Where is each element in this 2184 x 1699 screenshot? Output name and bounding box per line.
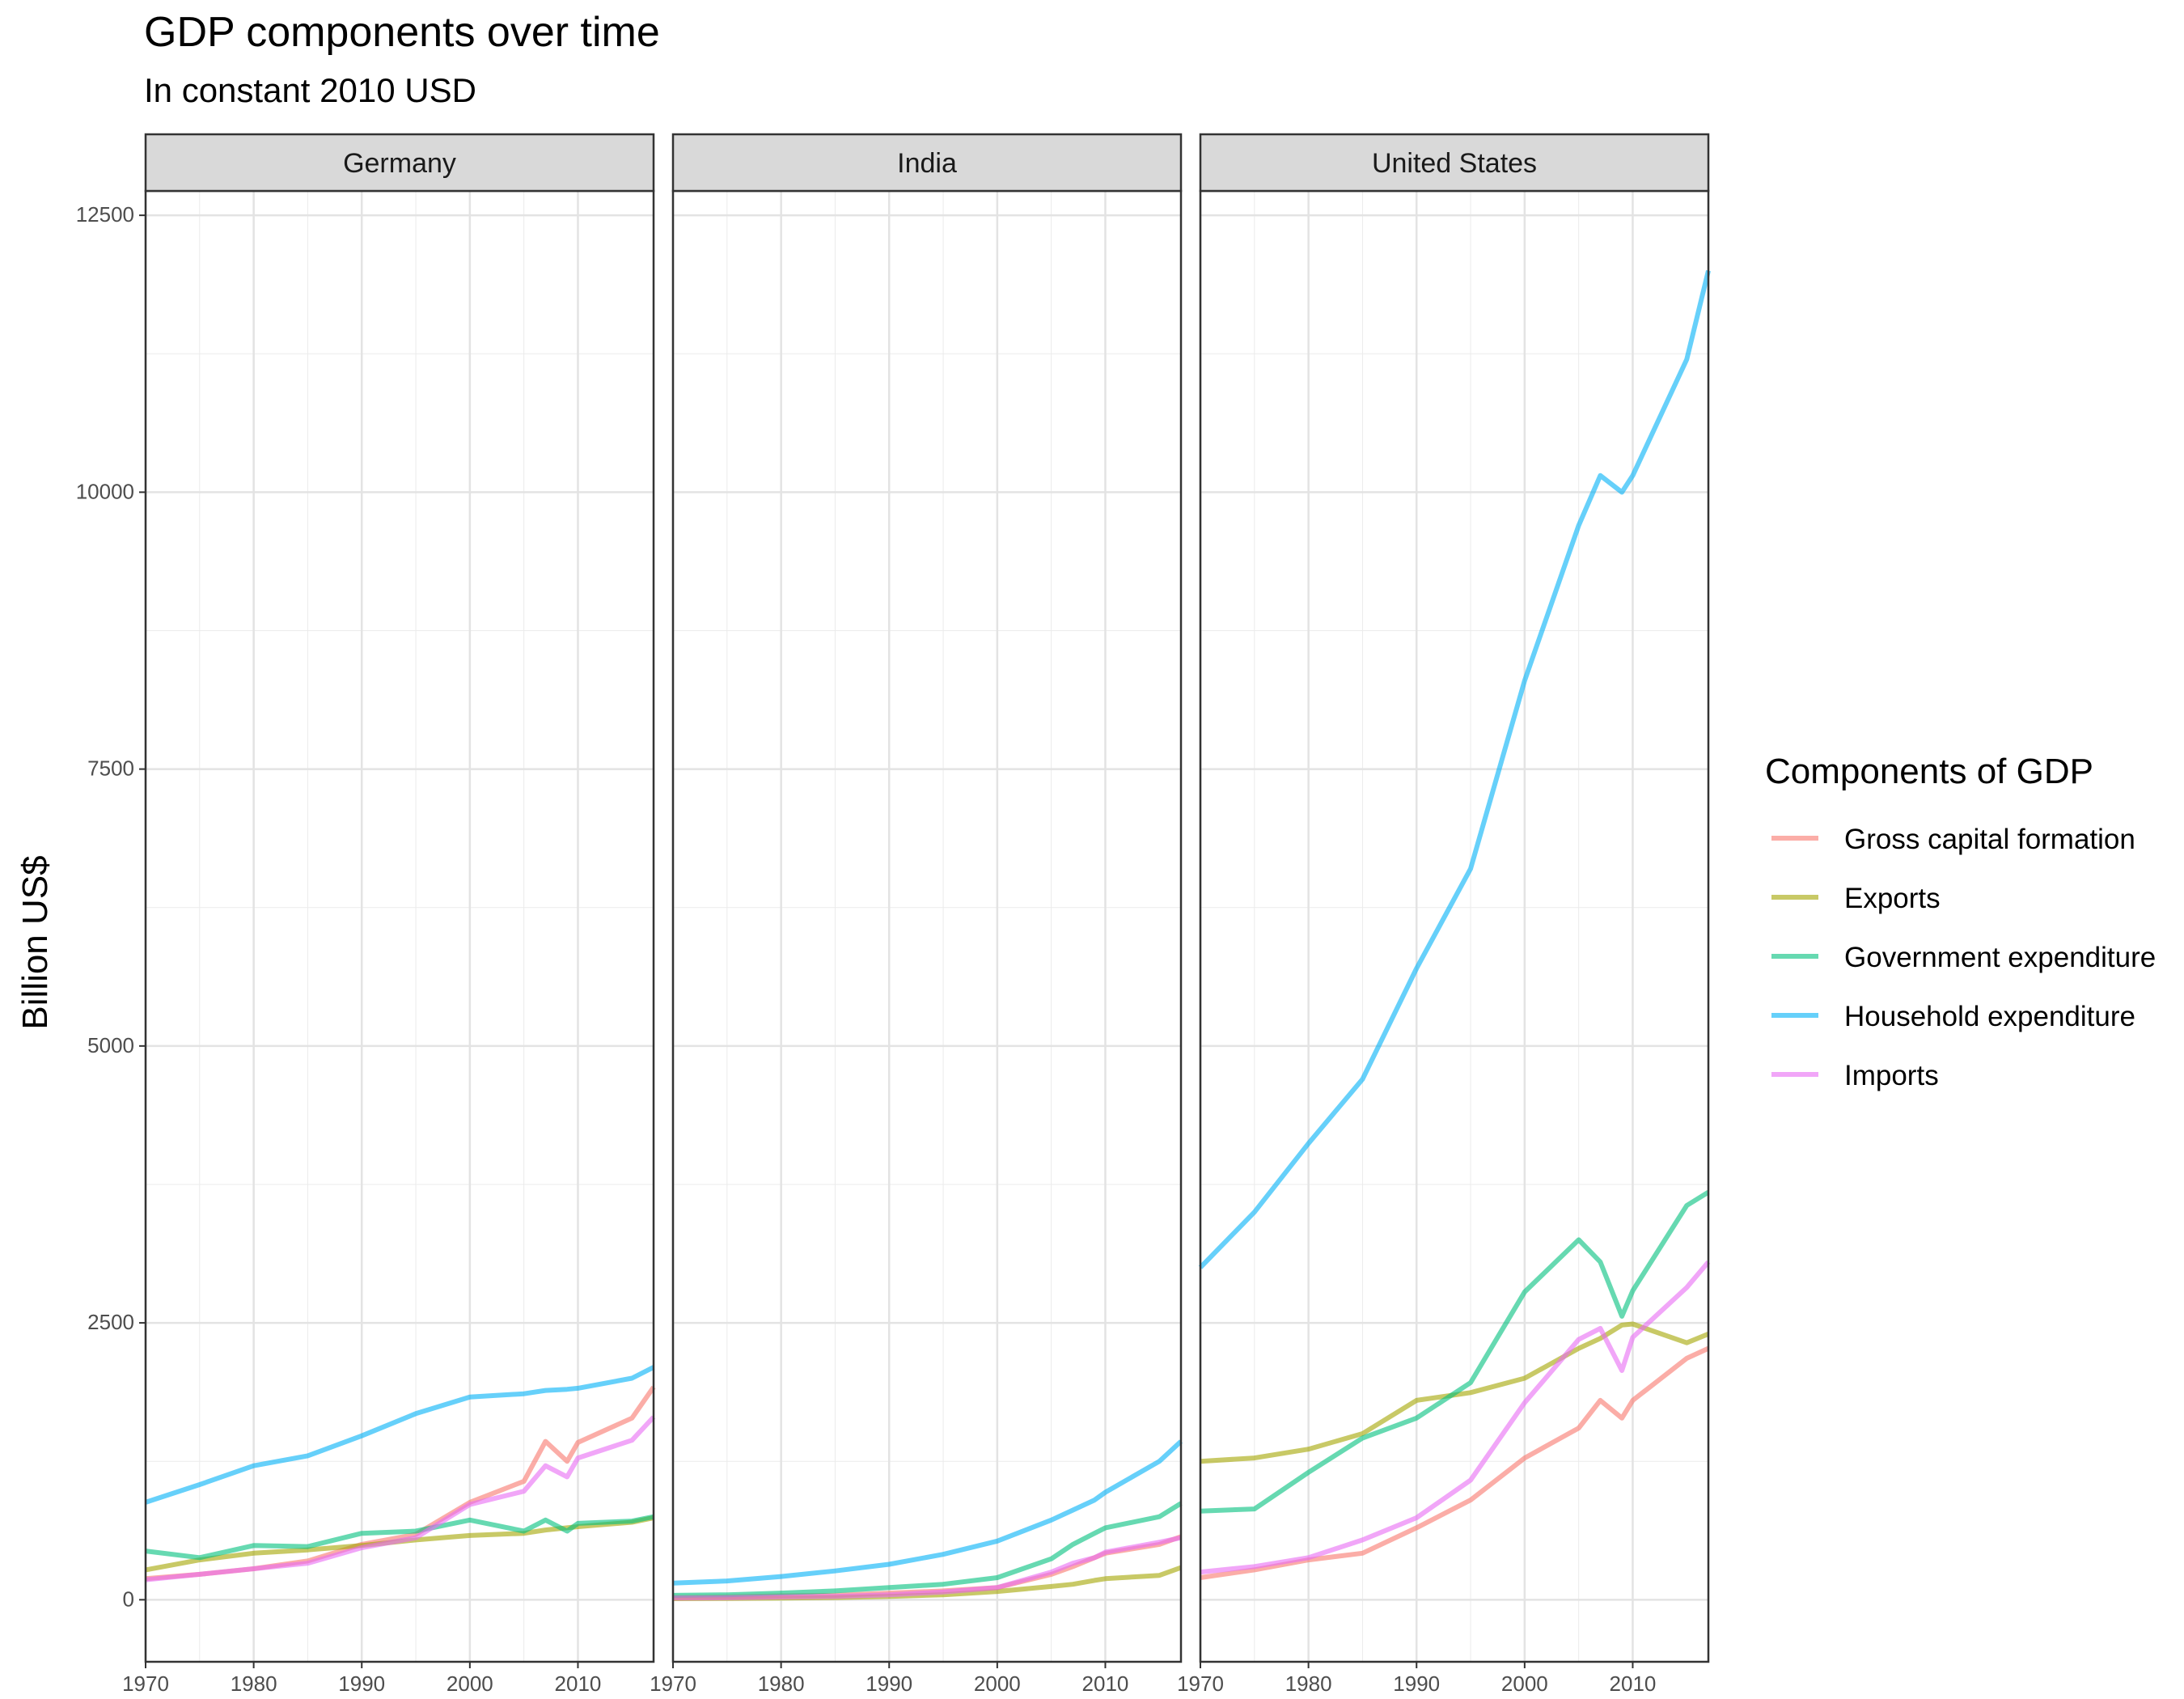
x-tick-label: 1990 [1393, 1671, 1440, 1696]
facet-label: Germany [343, 148, 456, 179]
legend-item-government-expenditure: Government expenditure [1771, 942, 2156, 973]
y-axis: 0 2500 5000 7500 10000 12500 [76, 202, 146, 1611]
x-tick-label: 2000 [974, 1671, 1021, 1696]
series-line-exports [1200, 1321, 1710, 1464]
x-tick-label: 2010 [1082, 1671, 1129, 1696]
legend-item-imports: Imports [1771, 1060, 1939, 1091]
legend-label: Exports [1844, 883, 1941, 914]
y-tick-label: 10000 [76, 479, 134, 503]
x-tick-label: 1980 [1285, 1671, 1332, 1696]
facet-strip [1199, 133, 1710, 193]
panel-background [673, 191, 1181, 1662]
series-line-government-expenditure [145, 1514, 654, 1561]
legend-label: Household expenditure [1844, 1001, 2135, 1032]
legend-label: Government expenditure [1844, 942, 2156, 973]
chart-title: GDP components over time [144, 9, 660, 56]
legend-item-gross-capital-formation: Gross capital formation [1771, 824, 2135, 855]
legend-label: Gross capital formation [1844, 824, 2135, 855]
y-tick-label: 0 [123, 1587, 134, 1611]
facet-panel-germany: Germany 1970 1980 1990 2000 2010 [122, 133, 656, 1696]
panel-background [146, 191, 654, 1662]
series-line-household-expenditure [672, 1439, 1183, 1586]
facet-panels: Germany 1970 1980 1990 2000 2010 India 1970 1980… [122, 133, 1711, 1696]
x-tick-label: 1980 [758, 1671, 805, 1696]
facet-strip [671, 133, 1183, 193]
facet-strip [144, 133, 655, 193]
x-tick-label: 1970 [1177, 1671, 1224, 1696]
series-line-imports [145, 1415, 656, 1582]
chart-subtitle: In constant 2010 USD [144, 71, 476, 109]
legend: Components of GDP Gross capital formatio… [1765, 752, 2156, 1091]
x-tick-label: 1970 [122, 1671, 169, 1696]
series-line-imports [672, 1535, 1182, 1601]
y-tick-label: 5000 [87, 1033, 134, 1057]
x-tick-label: 1980 [231, 1671, 277, 1696]
y-tick-label: 12500 [76, 202, 134, 227]
x-tick-label: 2010 [555, 1671, 602, 1696]
series-line-government-expenditure [1200, 1190, 1710, 1514]
legend-item-household-expenditure: Household expenditure [1771, 1001, 2135, 1032]
x-tick-label: 2000 [1501, 1671, 1548, 1696]
x-tick-label: 1970 [650, 1671, 696, 1696]
x-tick-label: 1990 [338, 1671, 385, 1696]
y-tick-label: 2500 [87, 1310, 134, 1334]
legend-title: Components of GDP [1765, 752, 2093, 791]
y-axis-label: Billion US$ [15, 855, 55, 1029]
x-tick-label: 2000 [447, 1671, 493, 1696]
facet-panel-united-states: United States 1970 1980 1990 2000 2010 [1177, 133, 1711, 1696]
legend-item-exports: Exports [1771, 883, 1941, 914]
facet-label: India [897, 148, 957, 179]
x-tick-label: 2010 [1610, 1671, 1657, 1696]
facet-label: United States [1372, 148, 1537, 179]
series-line-government-expenditure [672, 1501, 1183, 1598]
facet-panel-india: India 1970 1980 1990 2000 2010 [650, 133, 1183, 1696]
series-line-imports [1200, 1260, 1711, 1575]
series-line-household-expenditure [1198, 269, 1711, 1269]
y-tick-label: 7500 [87, 756, 134, 781]
series-line-exports [145, 1515, 654, 1573]
series-line-household-expenditure [145, 1365, 655, 1505]
legend-label: Imports [1844, 1060, 1939, 1091]
x-tick-label: 1990 [866, 1671, 912, 1696]
